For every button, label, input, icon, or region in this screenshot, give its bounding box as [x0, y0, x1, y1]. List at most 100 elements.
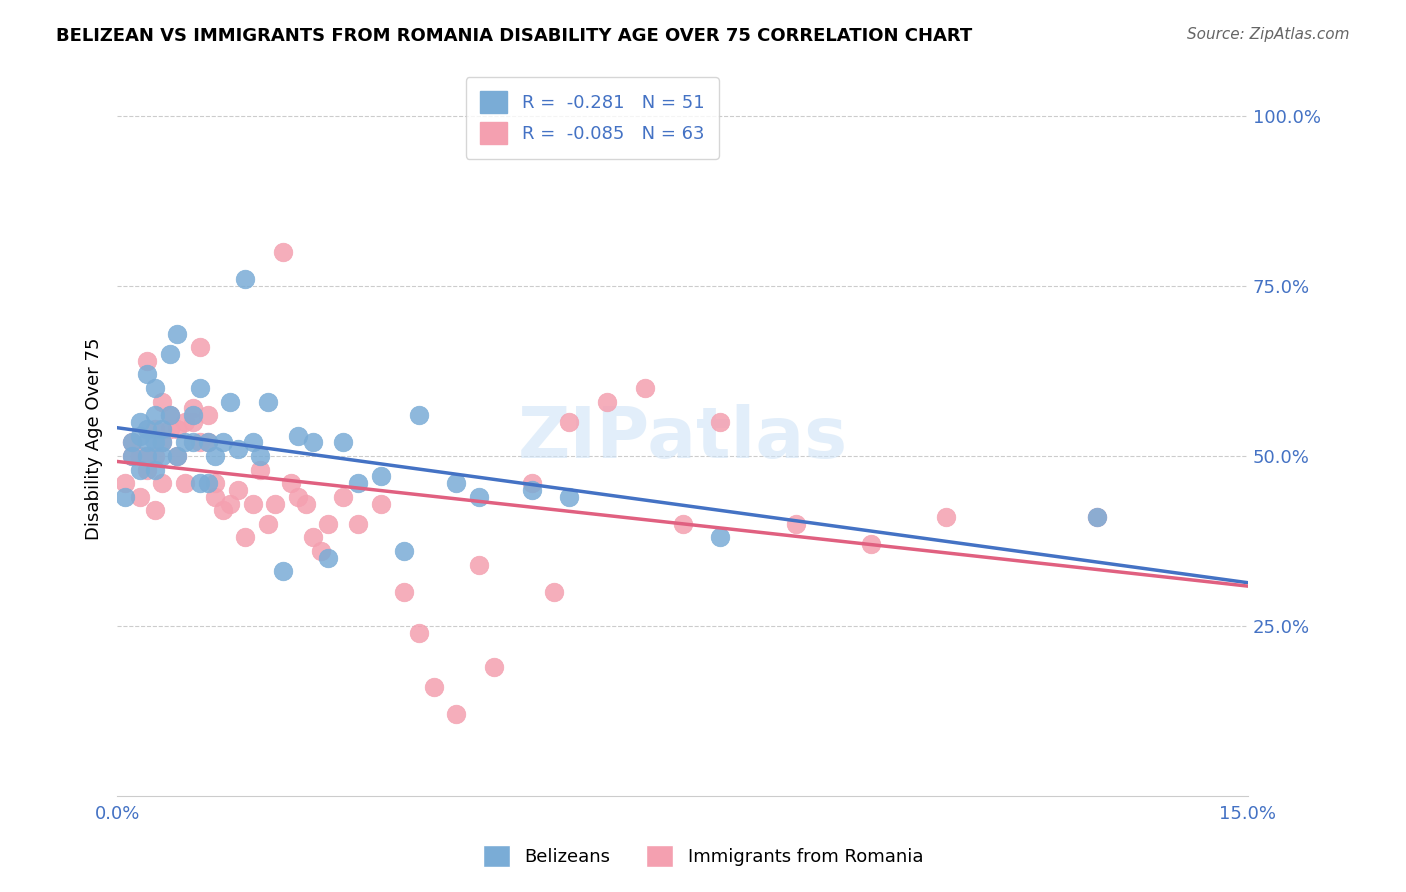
Point	[233, 531, 256, 545]
Point	[197, 476, 219, 491]
Point	[332, 435, 354, 450]
Point	[302, 435, 325, 450]
Point	[197, 408, 219, 422]
Point	[785, 516, 807, 531]
Text: Source: ZipAtlas.com: Source: ZipAtlas.com	[1187, 27, 1350, 42]
Point	[558, 415, 581, 429]
Point	[136, 422, 159, 436]
Point	[143, 381, 166, 395]
Legend: R =  -0.281   N = 51, R =  -0.085   N = 63: R = -0.281 N = 51, R = -0.085 N = 63	[465, 77, 718, 159]
Point	[520, 476, 543, 491]
Point	[188, 340, 211, 354]
Point	[143, 408, 166, 422]
Point	[257, 394, 280, 409]
Point	[392, 544, 415, 558]
Point	[302, 531, 325, 545]
Point	[543, 585, 565, 599]
Point	[159, 408, 181, 422]
Point	[152, 476, 174, 491]
Point	[392, 585, 415, 599]
Point	[143, 435, 166, 450]
Point	[174, 415, 197, 429]
Point	[332, 490, 354, 504]
Point	[204, 476, 226, 491]
Point	[166, 449, 188, 463]
Point	[558, 490, 581, 504]
Point	[174, 476, 197, 491]
Text: BELIZEAN VS IMMIGRANTS FROM ROMANIA DISABILITY AGE OVER 75 CORRELATION CHART: BELIZEAN VS IMMIGRANTS FROM ROMANIA DISA…	[56, 27, 973, 45]
Point	[136, 368, 159, 382]
Point	[520, 483, 543, 497]
Point	[166, 326, 188, 341]
Point	[347, 476, 370, 491]
Point	[152, 435, 174, 450]
Point	[128, 490, 150, 504]
Point	[188, 435, 211, 450]
Point	[166, 422, 188, 436]
Point	[211, 435, 233, 450]
Point	[242, 435, 264, 450]
Point	[181, 415, 204, 429]
Point	[264, 496, 287, 510]
Point	[287, 490, 309, 504]
Point	[408, 408, 430, 422]
Point	[121, 435, 143, 450]
Point	[128, 449, 150, 463]
Point	[159, 422, 181, 436]
Point	[143, 503, 166, 517]
Point	[143, 462, 166, 476]
Point	[197, 435, 219, 450]
Point	[233, 272, 256, 286]
Point	[935, 510, 957, 524]
Point	[159, 408, 181, 422]
Point	[204, 449, 226, 463]
Point	[271, 565, 294, 579]
Point	[114, 476, 136, 491]
Point	[226, 442, 249, 457]
Point	[188, 381, 211, 395]
Point	[370, 496, 392, 510]
Point	[152, 435, 174, 450]
Point	[219, 496, 242, 510]
Y-axis label: Disability Age Over 75: Disability Age Over 75	[86, 338, 103, 541]
Point	[181, 408, 204, 422]
Text: ZIPatlas: ZIPatlas	[517, 404, 848, 474]
Point	[159, 347, 181, 361]
Point	[294, 496, 316, 510]
Point	[136, 462, 159, 476]
Point	[166, 449, 188, 463]
Point	[181, 435, 204, 450]
Point	[181, 401, 204, 416]
Point	[143, 422, 166, 436]
Point	[188, 476, 211, 491]
Point	[1085, 510, 1108, 524]
Point	[114, 490, 136, 504]
Point	[128, 428, 150, 442]
Point	[121, 449, 143, 463]
Point	[128, 462, 150, 476]
Point	[596, 394, 619, 409]
Point	[257, 516, 280, 531]
Point	[174, 435, 197, 450]
Point	[468, 558, 491, 572]
Point	[709, 531, 731, 545]
Point	[468, 490, 491, 504]
Point	[152, 449, 174, 463]
Point	[316, 516, 339, 531]
Point	[219, 394, 242, 409]
Point	[242, 496, 264, 510]
Point	[347, 516, 370, 531]
Point	[136, 449, 159, 463]
Legend: Belizeans, Immigrants from Romania: Belizeans, Immigrants from Romania	[475, 838, 931, 874]
Point	[446, 476, 468, 491]
Point	[316, 550, 339, 565]
Point	[128, 415, 150, 429]
Point	[211, 503, 233, 517]
Point	[709, 415, 731, 429]
Point	[136, 435, 159, 450]
Point	[423, 680, 446, 694]
Point	[136, 449, 159, 463]
Point	[482, 659, 505, 673]
Point	[249, 462, 271, 476]
Point	[370, 469, 392, 483]
